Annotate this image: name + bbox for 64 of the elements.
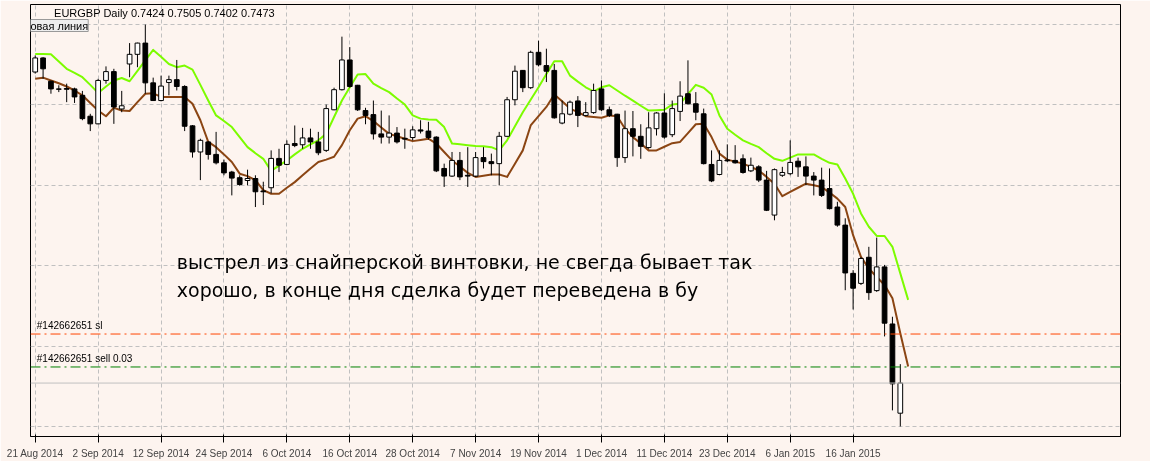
candlestick [873,237,880,293]
candlestick [40,56,46,80]
x-tick-label: 21 Aug 2014 [6,447,64,459]
candlestick [740,153,746,175]
annotation: овая линия [30,19,89,32]
candlestick [284,139,290,166]
x-tick-label: 1 Dec 2014 [575,447,628,459]
x-tick-label: 7 Nov 2014 [450,447,502,459]
candlestick [692,91,699,121]
x-tick-label: 16 Oct 2014 [322,447,378,459]
candlestick [457,151,463,181]
candlestick [205,140,212,161]
x-tick-label: 24 Sep 2014 [195,447,253,459]
candlestick [228,170,235,196]
x-tick-label: 6 Jan 2015 [765,447,816,459]
candlestick [748,157,754,173]
candlestick [291,124,298,148]
ref-line-label: #142662651 sell 0.03 [36,352,133,364]
candlestick [386,114,392,145]
candlestick [850,269,856,311]
candlestick [276,148,282,173]
candlestick [795,157,801,178]
x-tick-label: 19 Nov 2014 [510,447,568,459]
candlestick [677,80,683,122]
candlestick [260,181,267,206]
candlestick [213,131,219,165]
candlestick [535,40,542,67]
candlestick [685,59,691,106]
x-tick-label: 12 Sep 2014 [132,447,190,459]
candlestick [519,69,526,93]
candlestick [166,75,172,96]
candlestick [637,123,644,160]
x-tick-label: 6 Oct 2014 [262,447,312,459]
candlestick [732,144,739,165]
candlestick [449,151,455,178]
candlestick [134,42,141,68]
candlestick [158,75,164,102]
candlestick [126,42,133,78]
candlestick [818,167,825,198]
candlestick [315,131,322,156]
candlestick [803,155,809,186]
ref-line-label: #142662651 sl [36,320,103,332]
candlestick [488,153,495,176]
candlestick [441,163,448,188]
candlestick [543,48,550,83]
candlestick [103,65,109,85]
chart-title: EURGBP Daily 0.7424 0.7505 0.7402 0.7473 [54,6,275,19]
x-tick-label: 2 Sep 2014 [72,447,125,459]
x-tick-label: 11 Dec 2014 [636,447,693,459]
candlestick [630,110,636,157]
annotation: выстрел из снайперской винтовки, не свегда бывает так хорошо, в конце дня сделка будет переведена в бу [176,250,753,301]
candlestick [118,90,125,113]
candlestick [173,59,180,91]
candlestick [787,139,794,176]
candlestick [810,171,817,196]
candlestick [378,110,385,145]
candlestick [150,77,157,102]
candlestick [63,83,70,103]
x-tick-label: 23 Dec 2014 [698,447,757,459]
candlestick [575,95,581,128]
x-tick-label: 16 Jan 2015 [825,447,882,459]
candlestick [464,146,471,188]
x-tick-label: 28 Oct 2014 [385,447,441,459]
candlestick [401,128,408,150]
